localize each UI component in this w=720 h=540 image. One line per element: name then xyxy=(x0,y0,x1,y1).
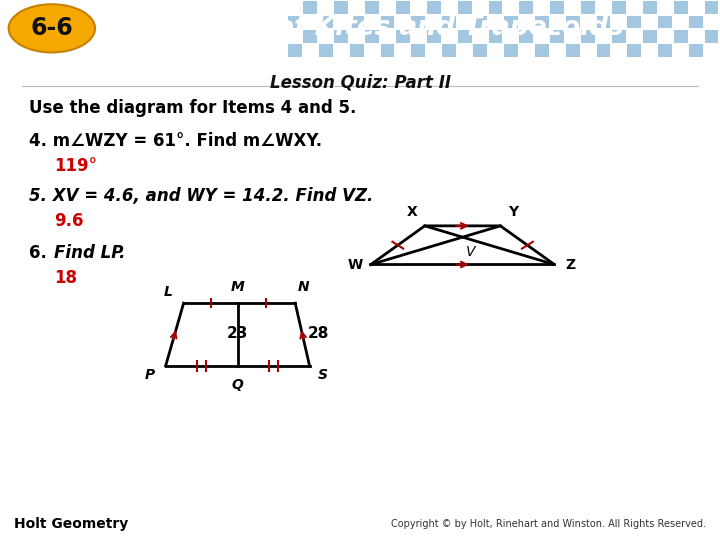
Bar xyxy=(597,16,611,28)
Bar xyxy=(396,30,410,43)
Bar xyxy=(473,44,487,57)
Text: 4. m∠WZY = 61°. Find m∠WXY.: 4. m∠WZY = 61°. Find m∠WXY. xyxy=(29,132,322,150)
Bar xyxy=(705,30,719,43)
Bar xyxy=(597,44,611,57)
Text: Copyright © by Holt, Rinehart and Winston. All Rights Reserved.: Copyright © by Holt, Rinehart and Winsto… xyxy=(391,519,706,529)
Bar xyxy=(658,44,672,57)
Text: 28: 28 xyxy=(308,326,330,341)
Bar xyxy=(458,2,472,14)
Bar xyxy=(627,44,642,57)
Bar xyxy=(303,30,318,43)
Bar xyxy=(705,2,719,14)
Bar xyxy=(581,30,595,43)
Bar xyxy=(442,16,456,28)
Ellipse shape xyxy=(9,4,95,52)
Bar xyxy=(674,30,688,43)
Bar xyxy=(689,16,703,28)
Text: Find LP.: Find LP. xyxy=(54,244,125,262)
Bar xyxy=(427,2,441,14)
Bar xyxy=(504,44,518,57)
Text: Z: Z xyxy=(565,258,575,272)
Bar xyxy=(689,44,703,57)
Text: P: P xyxy=(145,368,155,382)
Bar xyxy=(643,30,657,43)
Bar xyxy=(288,44,302,57)
Text: Properties of Kites and Trapezoids: Properties of Kites and Trapezoids xyxy=(112,15,624,42)
Bar xyxy=(674,2,688,14)
Bar xyxy=(504,16,518,28)
Bar xyxy=(334,2,348,14)
Text: Lesson Quiz: Part II: Lesson Quiz: Part II xyxy=(269,73,451,92)
Bar xyxy=(643,2,657,14)
Bar xyxy=(350,44,364,57)
Text: 18: 18 xyxy=(54,269,77,287)
Text: Q: Q xyxy=(232,378,243,392)
Text: Y: Y xyxy=(508,205,518,219)
Text: 5. XV = 4.6, and WY = 14.2. Find VZ.: 5. XV = 4.6, and WY = 14.2. Find VZ. xyxy=(29,187,373,205)
Bar xyxy=(350,16,364,28)
Bar xyxy=(288,16,302,28)
Bar xyxy=(396,2,410,14)
Bar xyxy=(627,16,642,28)
Text: X: X xyxy=(407,205,417,219)
Text: S: S xyxy=(318,368,328,382)
Bar xyxy=(550,2,564,14)
Bar xyxy=(489,2,503,14)
Text: L: L xyxy=(164,285,173,299)
Bar xyxy=(489,30,503,43)
Bar xyxy=(612,30,626,43)
Text: W: W xyxy=(347,258,363,272)
Text: Use the diagram for Items 4 and 5.: Use the diagram for Items 4 and 5. xyxy=(29,99,356,117)
Text: V: V xyxy=(466,246,476,259)
Bar xyxy=(411,44,426,57)
Bar xyxy=(411,16,426,28)
Bar xyxy=(519,30,534,43)
Text: 119°: 119° xyxy=(54,157,97,175)
Bar xyxy=(658,16,672,28)
Bar xyxy=(334,30,348,43)
Bar xyxy=(442,44,456,57)
Bar xyxy=(458,30,472,43)
Bar xyxy=(427,30,441,43)
Bar xyxy=(519,2,534,14)
Text: 6.: 6. xyxy=(29,244,53,262)
Text: Holt Geometry: Holt Geometry xyxy=(14,517,129,531)
Bar xyxy=(319,44,333,57)
Text: N: N xyxy=(298,280,310,294)
Bar xyxy=(535,44,549,57)
Bar xyxy=(566,44,580,57)
Bar xyxy=(381,44,395,57)
Bar xyxy=(612,2,626,14)
Bar xyxy=(365,30,379,43)
Bar xyxy=(535,16,549,28)
Bar xyxy=(365,2,379,14)
Bar xyxy=(566,16,580,28)
Bar xyxy=(581,2,595,14)
Bar xyxy=(473,16,487,28)
Text: 9.6: 9.6 xyxy=(54,212,84,231)
Bar xyxy=(319,16,333,28)
Bar xyxy=(303,2,318,14)
Text: M: M xyxy=(230,280,245,294)
Bar xyxy=(550,30,564,43)
Text: 6-6: 6-6 xyxy=(30,16,73,40)
Text: 23: 23 xyxy=(227,326,248,341)
Bar xyxy=(381,16,395,28)
